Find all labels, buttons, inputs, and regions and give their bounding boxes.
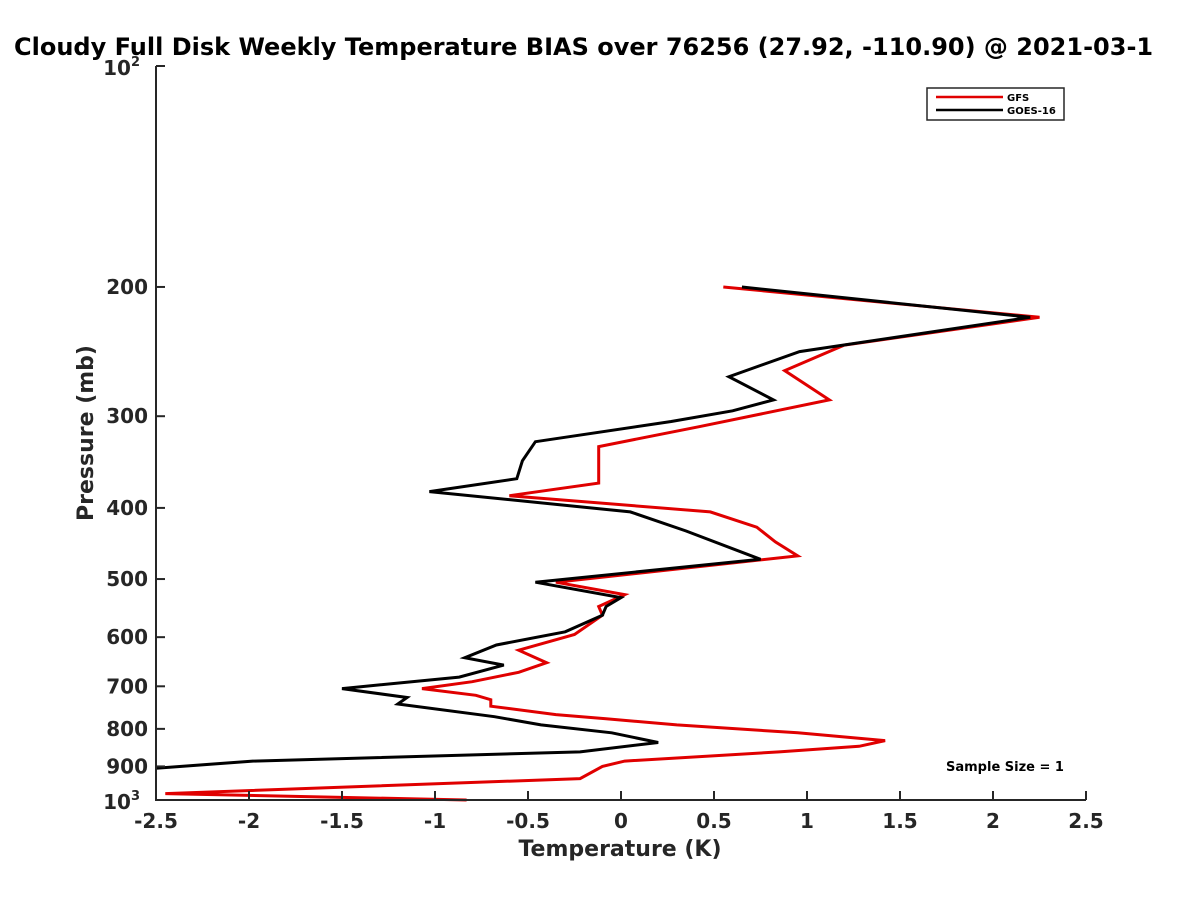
y-tick-bottom-exp: 3 [131,789,140,804]
series-line-gfs [165,285,1040,802]
y-tick-label: 900 [106,754,148,778]
legend: GFS GOES-16 [926,87,1065,121]
y-tick-top-base: 10 [103,56,131,80]
x-tick-label: 1 [800,809,814,833]
x-tick-label: -0.5 [506,809,550,833]
y-tick-top-exp: 2 [131,55,140,70]
series-line-goes16 [156,285,1031,770]
x-axis-ticks: -2.5 -2 -1.5 -1 -0.5 0 0.5 1 1.5 2 2.5 [134,791,1104,833]
y-tick-label: 700 [106,674,148,698]
x-axis-label: Temperature (K) [518,837,721,862]
x-tick-label: 2.5 [1068,809,1103,833]
x-tick-label: 0 [614,809,628,833]
y-tick-label: 200 [106,275,148,299]
chart-title: Cloudy Full Disk Weekly Temperature BIAS… [14,33,1153,61]
y-tick-label: 300 [106,404,148,428]
plot-area [156,285,1040,802]
y-axis-ticks: 200 300 400 500 600 700 800 900 [106,65,165,801]
y-tick-label: 800 [106,717,148,741]
y-tick-label: 500 [106,567,148,591]
sample-size-annotation: Sample Size = 1 [946,760,1064,775]
legend-label-gfs: GFS [1007,93,1029,104]
x-tick-label: 1.5 [882,809,917,833]
x-tick-label: -2.5 [134,809,178,833]
x-tick-label: -1.5 [320,809,364,833]
y-tick-bottom-base: 10 [103,790,131,814]
y-tick-label-top: 102 [103,55,140,80]
legend-box [926,87,1065,121]
x-tick-label: -2 [238,809,260,833]
y-axis-label: Pressure (mb) [74,345,99,521]
y-tick-label: 600 [106,625,148,649]
x-tick-label: -1 [424,809,446,833]
x-tick-label: 2 [986,809,1000,833]
y-tick-label-bottom: 103 [103,789,140,814]
legend-label-goes16: GOES-16 [1007,106,1056,117]
x-tick-label: 0.5 [696,809,731,833]
y-tick-label: 400 [106,496,148,520]
